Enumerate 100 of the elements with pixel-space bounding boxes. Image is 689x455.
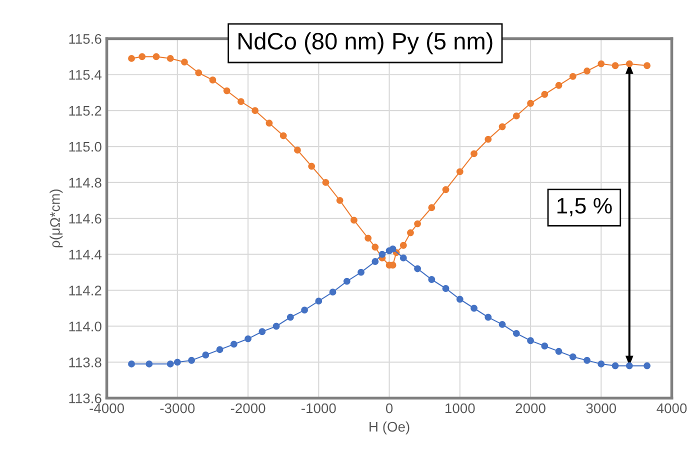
point	[527, 100, 534, 107]
point	[400, 254, 407, 262]
x-tick-label: -3000	[160, 403, 195, 414]
point	[456, 168, 464, 176]
x-tick-label: 3000	[586, 403, 616, 414]
point	[626, 60, 633, 68]
point	[541, 342, 548, 350]
point	[372, 258, 379, 266]
point	[598, 360, 605, 368]
point	[512, 330, 520, 337]
x-tick-label: 0	[386, 403, 393, 414]
y-tick-label: 115.2	[69, 106, 102, 116]
point	[527, 337, 534, 344]
point	[470, 150, 478, 158]
y-tick-label: 114.4	[69, 250, 102, 260]
y-tick-label: 113.6	[69, 393, 102, 404]
point	[428, 276, 436, 283]
point	[442, 285, 450, 292]
point	[442, 186, 450, 194]
point	[209, 76, 216, 84]
point	[223, 87, 230, 94]
point	[569, 72, 576, 80]
point	[389, 245, 396, 252]
x-tick-label: 1000	[446, 403, 475, 414]
point	[343, 278, 350, 285]
point	[569, 353, 576, 360]
point	[350, 216, 358, 224]
point	[128, 360, 135, 368]
point	[626, 362, 633, 370]
point	[202, 352, 210, 358]
point	[358, 268, 365, 276]
y-tick-label: 115.6	[69, 34, 102, 44]
point	[598, 60, 605, 68]
point	[428, 204, 436, 212]
point	[181, 58, 188, 66]
point	[322, 178, 330, 186]
x-tick-label: 4000	[656, 403, 687, 414]
point	[195, 69, 202, 76]
point	[216, 346, 224, 354]
point	[644, 362, 651, 370]
point	[244, 335, 252, 342]
chart-title: NdCo (80 nm) Py (5 nm)	[238, 32, 492, 54]
x-tick-label: 2000	[516, 403, 546, 414]
point	[364, 234, 372, 242]
point	[152, 53, 160, 60]
point	[484, 314, 492, 321]
point	[470, 304, 478, 312]
point	[584, 68, 590, 74]
point	[188, 356, 196, 364]
point	[166, 54, 174, 62]
point	[238, 98, 244, 106]
point	[280, 132, 287, 140]
point	[174, 358, 181, 366]
x-tick-label: -2000	[230, 403, 266, 414]
point	[301, 306, 308, 314]
point	[315, 298, 322, 305]
y-tick-label: 114.6	[69, 214, 102, 224]
point	[128, 54, 135, 62]
point	[336, 196, 344, 204]
point	[414, 220, 422, 228]
point	[407, 229, 414, 236]
point	[644, 62, 651, 70]
y-tick-label: 114.8	[69, 178, 102, 188]
point	[498, 123, 506, 130]
point	[308, 162, 316, 170]
point	[584, 356, 590, 364]
y-tick-label: 115.4	[69, 70, 102, 80]
y-tick-label: 113.8	[69, 358, 102, 368]
point	[498, 320, 506, 328]
point	[372, 244, 379, 251]
x-tick-label: -4000	[90, 403, 124, 414]
point	[612, 62, 619, 70]
point	[414, 265, 422, 272]
point	[484, 136, 492, 143]
y-tick-label: 115.0	[69, 142, 102, 152]
point	[166, 360, 174, 368]
point	[230, 340, 238, 348]
point	[400, 242, 407, 249]
point	[272, 322, 280, 330]
point	[456, 296, 464, 303]
point	[555, 348, 562, 355]
y-tick-label: 114.2	[69, 286, 102, 296]
point	[258, 328, 266, 336]
point	[512, 112, 520, 120]
y-tick-label: 114.0	[69, 322, 102, 332]
point	[266, 120, 273, 127]
point	[286, 314, 294, 321]
y-axis-title: ρ(μΩ*cm)	[50, 190, 63, 248]
x-tick-label: -1000	[302, 403, 336, 414]
point	[378, 250, 386, 258]
point	[252, 107, 259, 114]
point	[612, 362, 619, 370]
point	[541, 90, 548, 98]
annotation: 1,5 %	[557, 198, 612, 216]
point	[294, 146, 301, 154]
point	[138, 53, 146, 60]
point	[146, 360, 153, 368]
x-axis-title: H (Oe)	[370, 421, 410, 434]
point	[555, 82, 562, 89]
point	[329, 288, 336, 296]
